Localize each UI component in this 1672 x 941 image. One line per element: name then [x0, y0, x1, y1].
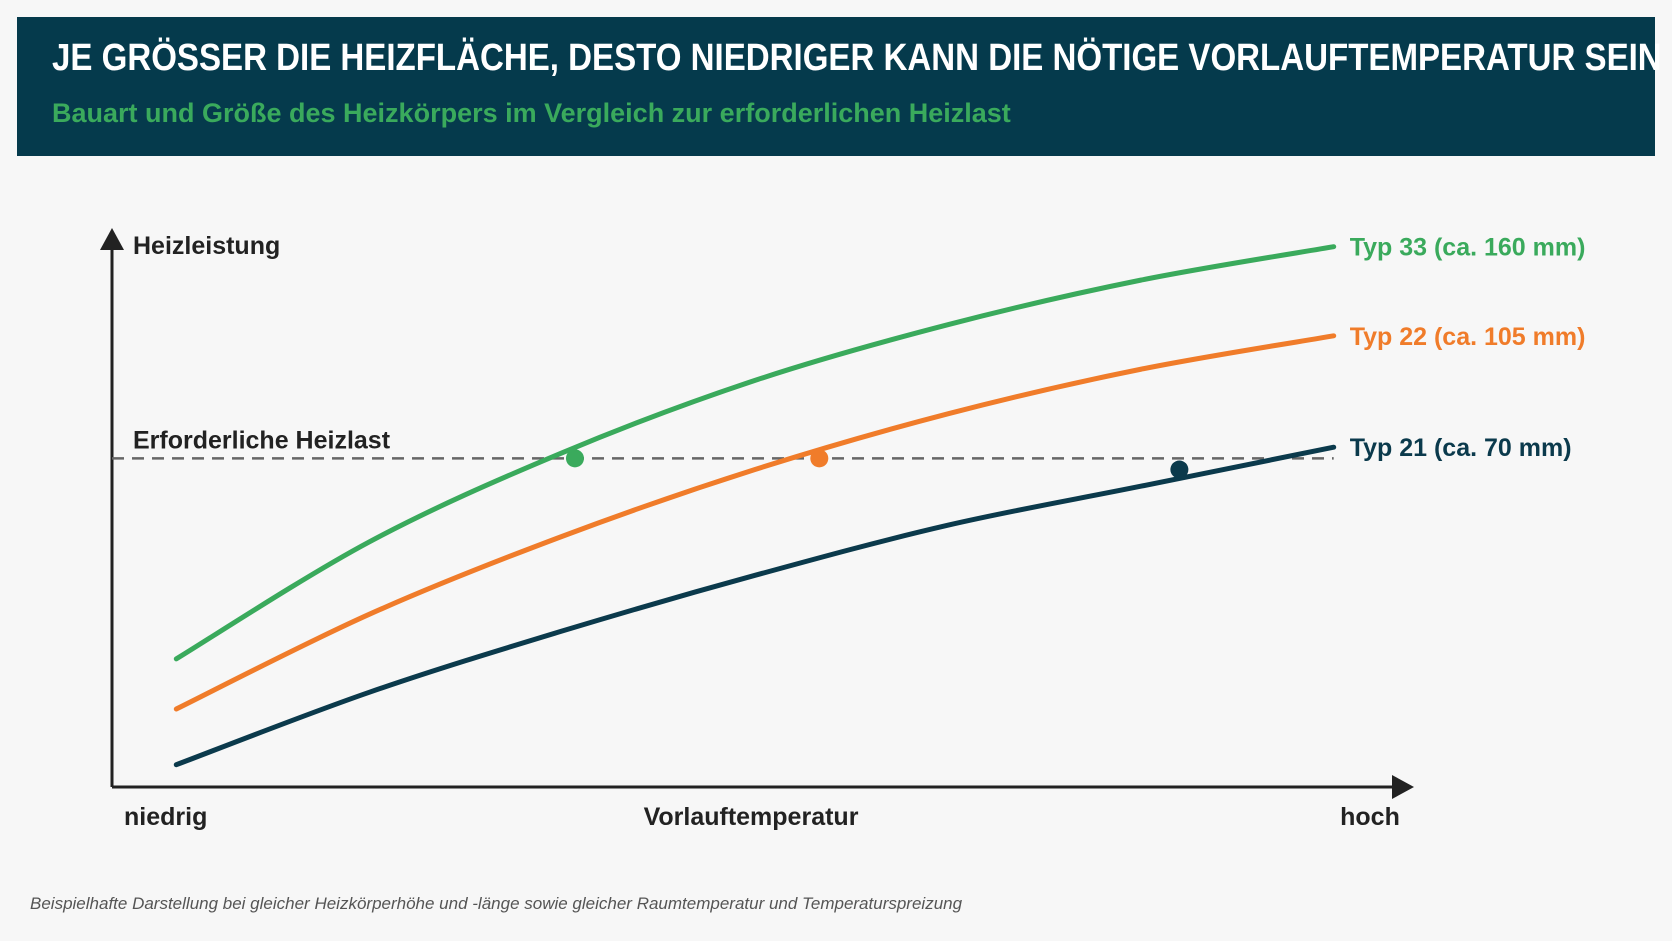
series-line-0 [173, 244, 1337, 662]
header-banner: JE GRÖSSER DIE HEIZFLÄCHE, DESTO NIEDRIG… [17, 17, 1662, 156]
series-marker-0 [565, 449, 584, 468]
y-axis-arrow-icon [100, 228, 124, 250]
footnote: Beispielhafte Darstellung bei gleicher H… [30, 894, 963, 913]
series-line-2 [173, 444, 1337, 768]
x-axis-label: Vorlauftemperatur [644, 803, 859, 831]
x-axis-arrow-icon [1392, 775, 1414, 799]
series-marker-2 [1170, 460, 1189, 479]
reference-line-label: Erforderliche Heizlast [133, 426, 391, 454]
x-tick-high: hoch [1340, 803, 1400, 831]
page-subtitle: Bauart und Größe des Heizkörpers im Verg… [52, 98, 1011, 128]
series-marker-1 [810, 449, 829, 468]
x-tick-low: niedrig [124, 803, 207, 831]
page-title: JE GRÖSSER DIE HEIZFLÄCHE, DESTO NIEDRIG… [52, 37, 1662, 79]
series-layer: Typ 33 (ca. 160 mm) Typ 22 (ca. 105 mm) Ty… [173, 234, 1586, 768]
series-label-0: Typ 33 (ca. 160 mm) [1350, 234, 1586, 262]
series-line-1 [173, 333, 1337, 712]
series-label-1: Typ 22 (ca. 105 mm) [1350, 323, 1586, 351]
y-axis-label: Heizleistung [133, 232, 280, 260]
series-label-2: Typ 21 (ca. 70 mm) [1350, 434, 1572, 462]
